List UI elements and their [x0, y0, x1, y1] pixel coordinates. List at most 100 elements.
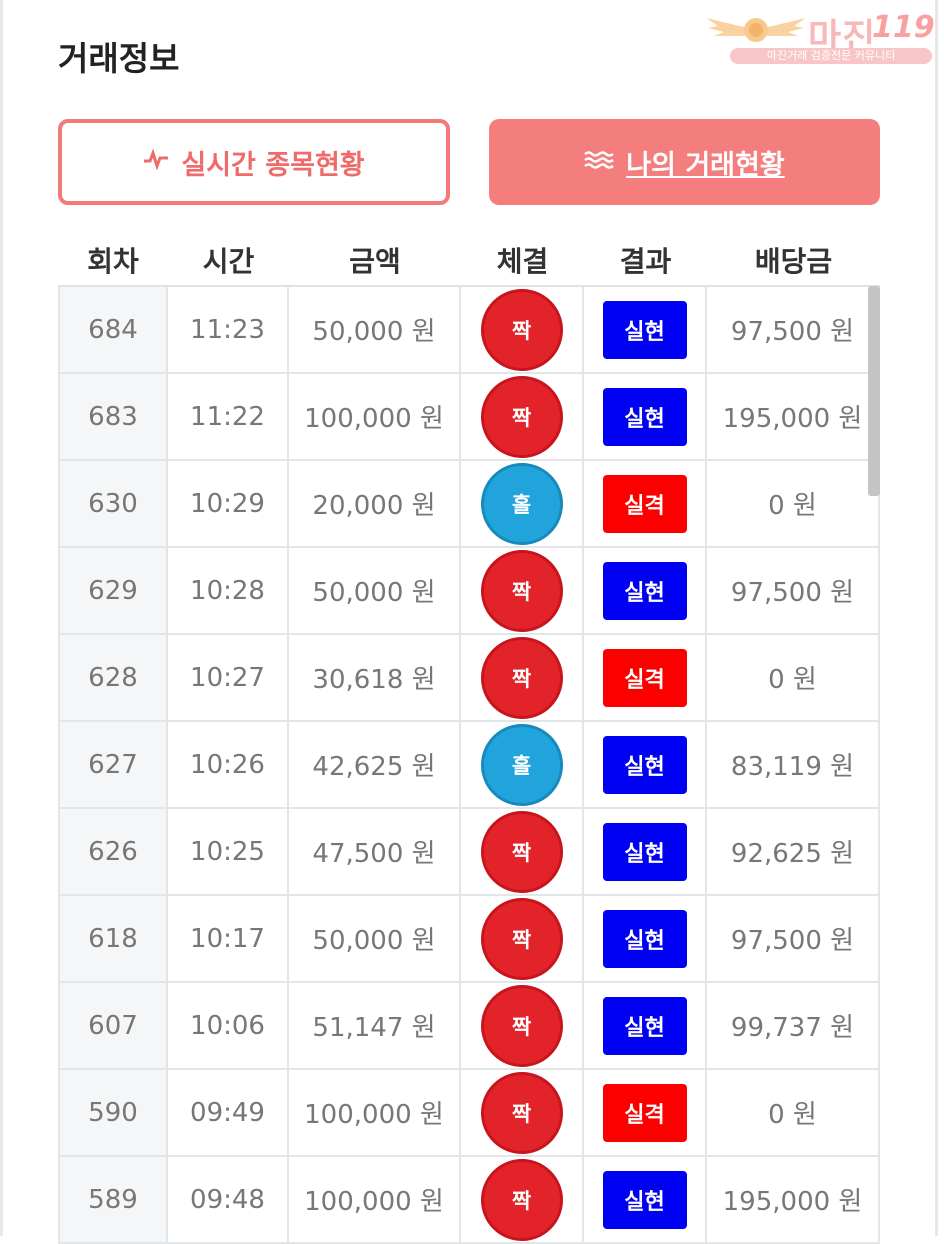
round-cell: 626: [58, 809, 168, 894]
result-cell: 실현: [584, 287, 707, 372]
time-cell: 09:48: [168, 1157, 289, 1242]
result-cell: 실현: [584, 809, 707, 894]
round-cell: 627: [58, 722, 168, 807]
table-row: 683 11:22 100,000 원 짝 실현 195,000 원: [58, 374, 880, 461]
result-badge: 실격: [602, 1083, 687, 1142]
table-row: 627 10:26 42,625 원 홀 실현 83,119 원: [58, 722, 880, 809]
table-row: 590 09:49 100,000 원 짝 실격 0 원: [58, 1070, 880, 1157]
amount-cell: 100,000 원: [289, 1157, 461, 1242]
amount-cell: 50,000 원: [289, 287, 461, 372]
pick-bead: 짝: [480, 897, 563, 980]
realtime-status-button[interactable]: 실시간 종목현황: [58, 119, 450, 205]
waves-icon: [584, 147, 615, 177]
column-header-payout: 배당금: [754, 245, 833, 278]
pick-bead: 짝: [480, 549, 563, 632]
wings-emblem-icon: [706, 18, 806, 42]
payout-cell: 0 원: [707, 461, 880, 546]
time-cell: 09:49: [168, 1070, 289, 1155]
result-badge: 실현: [602, 735, 687, 794]
time-cell: 10:27: [168, 635, 289, 720]
page-title: 거래정보: [58, 39, 180, 78]
time-cell: 10:17: [168, 896, 289, 981]
amount-cell: 30,618 원: [289, 635, 461, 720]
payout-cell: 83,119 원: [707, 722, 880, 807]
result-badge: 실현: [602, 1170, 687, 1229]
amount-cell: 50,000 원: [289, 896, 461, 981]
result-cell: 실현: [584, 896, 707, 981]
pick-cell: 짝: [461, 287, 584, 372]
trade-table: 684 11:23 50,000 원 짝 실현 97,500 원 683 11:22 100,0…: [58, 285, 880, 1244]
round-cell: 590: [58, 1070, 168, 1155]
result-badge: 실현: [602, 561, 687, 620]
pulse-icon: [143, 147, 169, 177]
payout-cell: 0 원: [707, 1070, 880, 1155]
payout-cell: 97,500 원: [707, 287, 880, 372]
result-cell: 실격: [584, 635, 707, 720]
realtime-status-label: 실시간 종목현황: [181, 149, 365, 181]
pick-bead: 짝: [480, 984, 563, 1067]
time-cell: 10:26: [168, 722, 289, 807]
round-cell: 684: [58, 287, 168, 372]
table-row: 589 09:48 100,000 원 짝 실현 195,000 원: [58, 1157, 880, 1244]
site-logo: 마진 119 마진거래 검증전문 커뮤니티: [700, 8, 936, 64]
round-cell: 607: [58, 983, 168, 1068]
result-cell: 실현: [584, 374, 707, 459]
pick-bead: 짝: [480, 288, 563, 371]
time-cell: 10:25: [168, 809, 289, 894]
round-cell: 683: [58, 374, 168, 459]
amount-cell: 20,000 원: [289, 461, 461, 546]
result-badge: 실격: [602, 474, 687, 533]
result-cell: 실현: [584, 983, 707, 1068]
result-badge: 실격: [602, 648, 687, 707]
result-badge: 실현: [602, 909, 687, 968]
result-cell: 실격: [584, 1070, 707, 1155]
payout-cell: 0 원: [707, 635, 880, 720]
result-badge: 실현: [602, 822, 687, 881]
time-cell: 11:22: [168, 374, 289, 459]
table-row: 630 10:29 20,000 원 홀 실격 0 원: [58, 461, 880, 548]
result-badge: 실현: [602, 300, 687, 359]
time-cell: 10:06: [168, 983, 289, 1068]
payout-cell: 99,737 원: [707, 983, 880, 1068]
amount-cell: 51,147 원: [289, 983, 461, 1068]
pick-cell: 짝: [461, 374, 584, 459]
pick-bead: 짝: [480, 810, 563, 893]
round-cell: 628: [58, 635, 168, 720]
amount-cell: 100,000 원: [289, 1070, 461, 1155]
round-cell: 589: [58, 1157, 168, 1242]
pick-cell: 짝: [461, 635, 584, 720]
my-trade-status-button[interactable]: 나의 거래현황: [489, 119, 880, 205]
pick-cell: 짝: [461, 809, 584, 894]
payout-cell: 195,000 원: [707, 1157, 880, 1242]
table-header: 회차 시간 금액 체결 결과 배당금: [58, 236, 880, 284]
result-cell: 실현: [584, 722, 707, 807]
pick-bead: 홀: [480, 462, 563, 545]
pick-cell: 짝: [461, 548, 584, 633]
pick-bead: 짝: [480, 1071, 563, 1154]
column-header-round: 회차: [87, 245, 139, 278]
result-badge: 실현: [602, 996, 687, 1055]
pick-bead: 홀: [480, 723, 563, 806]
time-cell: 10:29: [168, 461, 289, 546]
time-cell: 11:23: [168, 287, 289, 372]
table-row: 607 10:06 51,147 원 짝 실현 99,737 원: [58, 983, 880, 1070]
column-header-amount: 금액: [349, 245, 401, 278]
round-cell: 630: [58, 461, 168, 546]
result-cell: 실격: [584, 461, 707, 546]
pick-cell: 홀: [461, 722, 584, 807]
logo-tagline: 마진거래 검증전문 커뮤니티: [730, 48, 932, 64]
column-header-result: 결과: [619, 245, 672, 278]
my-trade-status-label: 나의 거래현황: [626, 149, 785, 181]
payout-cell: 97,500 원: [707, 548, 880, 633]
round-cell: 629: [58, 548, 168, 633]
time-cell: 10:28: [168, 548, 289, 633]
payout-cell: 195,000 원: [707, 374, 880, 459]
round-cell: 618: [58, 896, 168, 981]
pick-bead: 짝: [480, 636, 563, 719]
table-row: 628 10:27 30,618 원 짝 실격 0 원: [58, 635, 880, 722]
payout-cell: 97,500 원: [707, 896, 880, 981]
pick-bead: 짝: [480, 1158, 563, 1241]
pick-cell: 홀: [461, 461, 584, 546]
table-scrollbar[interactable]: [868, 286, 880, 496]
